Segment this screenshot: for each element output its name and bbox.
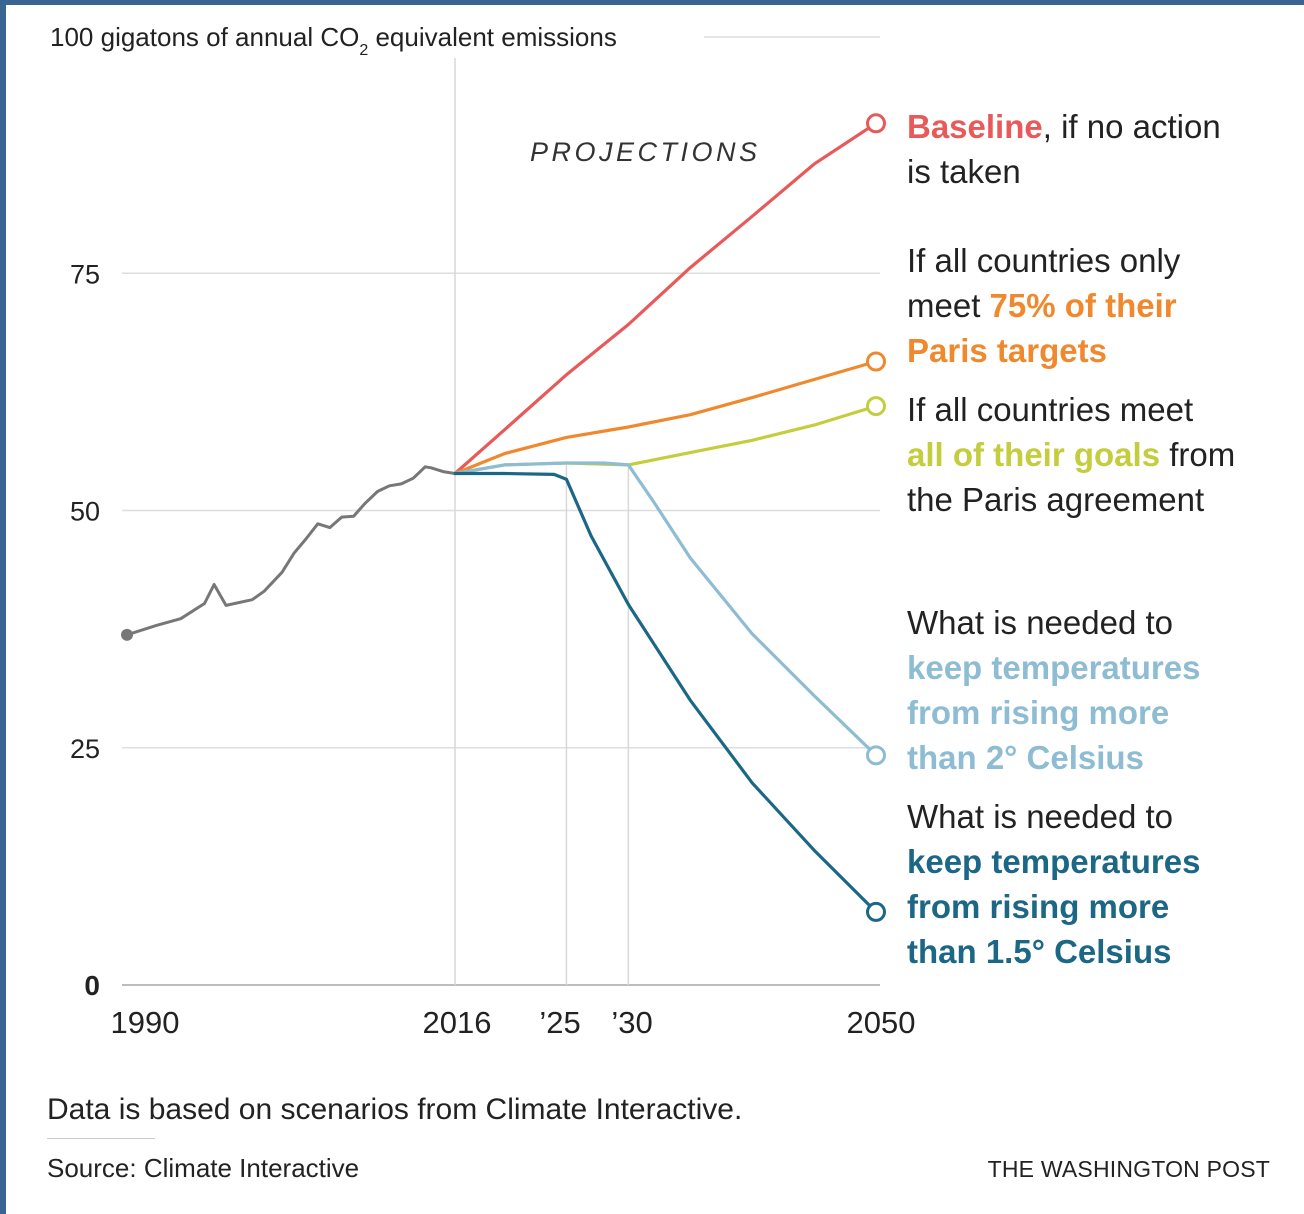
x-tick-label-2030: ’30	[611, 1005, 652, 1040]
x-tick-label-2016: 2016	[423, 1005, 492, 1040]
x-tick-label-2025: ’25	[539, 1005, 580, 1040]
publisher-credit: THE WASHINGTON POST	[987, 1156, 1270, 1182]
x-tick-label-2050: 2050	[847, 1005, 916, 1040]
onefive-text-line1: What is needed to	[907, 798, 1173, 835]
series-line-paris_75	[453, 359, 878, 476]
y-tick-label-25: 25	[70, 734, 100, 764]
x-axis-ticks: 1990 2016 ’25 ’30 2050	[111, 1005, 916, 1040]
parisall-highlight: all of their goals	[907, 436, 1161, 473]
series-line-historical	[125, 465, 457, 637]
frame-top-edge	[0, 0, 1304, 5]
source-credit: Source: Climate Interactive	[47, 1153, 360, 1183]
annotation-paris-75: If all countries only meet 75% of their …	[907, 238, 1297, 373]
series-end-markers	[121, 113, 886, 922]
baseline-text-line2: is taken	[907, 153, 1021, 190]
projection-markers	[454, 58, 630, 985]
parisall-text-suffix: from	[1160, 436, 1236, 473]
paris75-text-prefix: meet	[907, 287, 990, 324]
series-end-marker-one_five_degrees	[866, 901, 886, 922]
series-line-baseline	[453, 121, 878, 476]
twodeg-highlight-line2: keep temperatures	[907, 649, 1201, 686]
frame-left-edge	[0, 0, 6, 1214]
annotation-baseline: Baseline, if no action is taken	[907, 104, 1297, 194]
twodeg-highlight-line4: than 2° Celsius	[907, 739, 1144, 776]
y-unit-label: 100 gigatons of annual CO2 equivalent em…	[50, 22, 617, 59]
x-tick-label-1990: 1990	[111, 1005, 180, 1040]
annotation-one-five-degrees: What is needed to keep temperatures from…	[907, 794, 1297, 974]
series-end-marker-baseline	[866, 113, 886, 134]
onefive-highlight-line4: than 1.5° Celsius	[907, 933, 1172, 970]
paris75-text-line1: If all countries only	[907, 242, 1181, 279]
series-end-marker-two_degrees	[866, 745, 886, 766]
onefive-highlight-line2: keep temperatures	[907, 843, 1201, 880]
series-lines	[125, 121, 878, 914]
onefive-highlight-line3: from rising more	[907, 888, 1170, 925]
paris75-highlight-line3: Paris targets	[907, 332, 1107, 369]
paris75-highlight-line2: 75% of their	[989, 287, 1177, 324]
footnote-divider	[47, 1138, 155, 1139]
y-axis-ticks: 75 50 25 0	[70, 259, 100, 1001]
series-line-two_degrees	[453, 461, 878, 757]
gridlines	[122, 272, 880, 986]
series-start-dot-historical	[121, 628, 133, 641]
y-tick-label-50: 50	[70, 497, 100, 527]
series-end-marker-paris_all	[866, 396, 886, 417]
series-line-one_five_degrees	[453, 471, 878, 914]
series-end-marker-paris_75	[866, 351, 886, 372]
annotation-two-degrees: What is needed to keep temperatures from…	[907, 600, 1297, 780]
projections-label: PROJECTIONS	[530, 137, 761, 167]
twodeg-highlight-line3: from rising more	[907, 694, 1170, 731]
baseline-text: , if no action	[1042, 108, 1221, 145]
parisall-text-line3: the Paris agreement	[907, 481, 1205, 518]
twodeg-text-line1: What is needed to	[907, 604, 1173, 641]
y-tick-label-75: 75	[70, 259, 100, 289]
annotation-paris-all: If all countries meet all of their goals…	[907, 387, 1297, 522]
parisall-text-line1: If all countries meet	[907, 391, 1194, 428]
y-tick-label-0: 0	[84, 970, 100, 1001]
baseline-highlight: Baseline	[907, 108, 1043, 145]
footnote: Data is based on scenarios from Climate …	[47, 1093, 743, 1126]
